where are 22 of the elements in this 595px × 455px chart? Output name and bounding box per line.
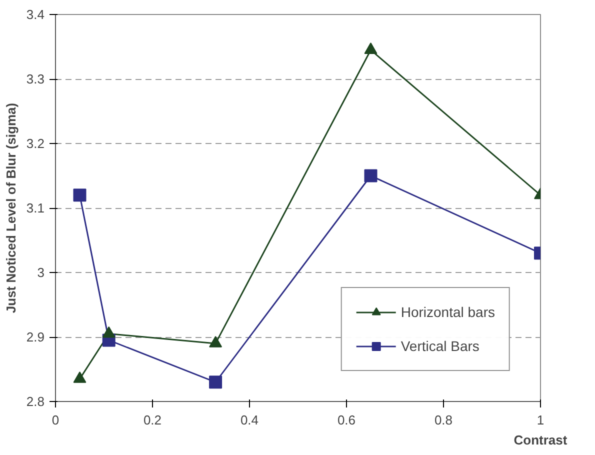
y-axis-title: Just Noticed Level of Blur (sigma) <box>3 102 18 314</box>
x-axis-title: Contrast <box>514 432 568 448</box>
point <box>102 326 116 338</box>
point <box>209 336 222 348</box>
point <box>73 188 86 202</box>
x-tick-label: 0.8 <box>434 412 453 428</box>
x-tick-label: 0 <box>52 412 60 428</box>
point <box>209 376 222 389</box>
legend-label: Vertical Bars <box>400 338 480 354</box>
point <box>73 371 86 383</box>
y-tick-label: 2.8 <box>26 394 45 409</box>
y-tick-label: 3 <box>37 265 45 280</box>
x-tick-label: 1 <box>536 412 544 428</box>
y-tick-label: 3.3 <box>26 72 45 86</box>
x-tick-label: 0.2 <box>143 412 162 428</box>
y-tick-label: 3.1 <box>26 200 45 216</box>
y-tick-label: 3.2 <box>26 136 45 151</box>
legend-label: Horizontal bars <box>400 304 495 320</box>
y-tick-label: 2.9 <box>26 330 45 344</box>
x-tick-label: 0.4 <box>240 412 259 428</box>
x-tick-label: 0.6 <box>337 412 356 428</box>
y-tick-label: 3.4 <box>26 7 45 22</box>
